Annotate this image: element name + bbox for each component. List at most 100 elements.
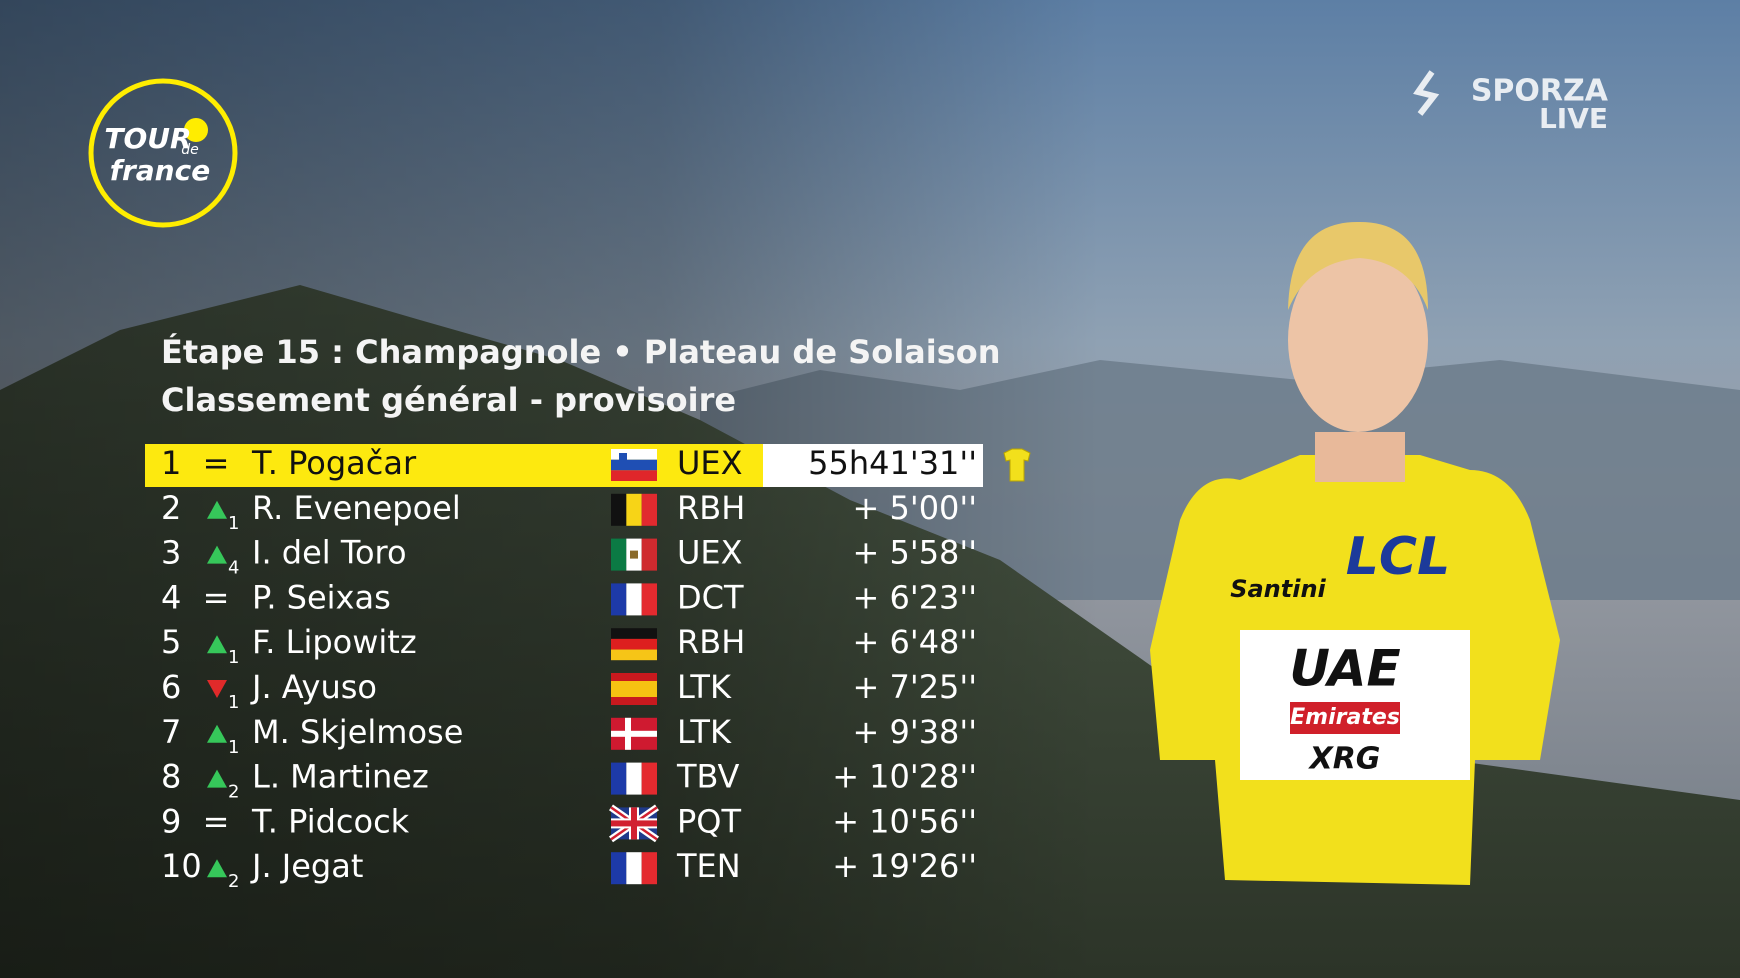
stage-title: Étape 15 : Champagnole • Plateau de Sola… [161, 333, 1001, 371]
movement-places: 1 [228, 513, 239, 534]
flag-part [641, 493, 657, 526]
flag-part [611, 493, 627, 526]
team-code: UEX [677, 534, 743, 572]
flag-part [611, 649, 657, 661]
team-code: LTK [677, 668, 732, 706]
team-code: LTK [677, 713, 732, 751]
flag-part [611, 449, 657, 460]
broadcaster-live: LIVE [1539, 102, 1608, 135]
flag-part [611, 730, 657, 737]
standing-row: 5 1 F. Lipowitz RBH + 6'48'' [161, 623, 977, 668]
flag-part [611, 638, 657, 650]
time-gap: + 19'26'' [832, 847, 977, 885]
flag-part [626, 583, 642, 616]
movement-places: 1 [228, 737, 239, 758]
flag-part [611, 583, 627, 616]
flag-part [611, 762, 627, 795]
standing-row: 4 = P. Seixas DCT + 6'23'' [161, 578, 977, 616]
flag-part [619, 453, 627, 465]
rider-name: J. Ayuso [250, 668, 377, 706]
rider-name: M. Skjelmose [252, 713, 463, 751]
leader-time-box [763, 444, 983, 487]
classification-title: Classement général - provisoire [161, 381, 736, 419]
standings: 1 = T. Pogačar UEX 55h41'31'' 2 1 R. Evenepoel R… [145, 444, 1031, 892]
movement-arrow [207, 635, 227, 654]
rank: 3 [161, 534, 181, 572]
movement: = [203, 802, 230, 840]
movement-places: 1 [228, 692, 239, 713]
jersey-text: UAE [1289, 640, 1400, 698]
flag-part [626, 493, 642, 526]
standing-row: 9 = T. Pidcock PQT + 10'56'' [161, 802, 977, 843]
neck [1315, 432, 1405, 482]
flag-part [641, 762, 657, 795]
jersey-text: Santini [1230, 575, 1326, 603]
flag-part [611, 538, 627, 571]
rider-name: T. Pidcock [251, 802, 410, 840]
flag-part [641, 538, 657, 571]
time-gap: + 10'28'' [832, 758, 977, 796]
leader-highlight [145, 444, 763, 487]
movement-arrow [207, 724, 227, 743]
sponsor-badge [1290, 702, 1400, 734]
broadcaster-icon [1413, 70, 1440, 116]
movement: = [203, 578, 230, 616]
rank: 2 [161, 489, 181, 527]
time-gap: + 7'25'' [853, 668, 977, 706]
movement-places: 2 [228, 871, 239, 892]
team-code: RBH [677, 489, 745, 527]
rank: 4 [161, 578, 181, 616]
broadcaster-name: SPORZA [1471, 74, 1609, 109]
rider-photo: LCL Santini UAE Emirates XRG [1150, 221, 1560, 885]
movement-arrow [207, 769, 227, 788]
yellow-jersey-icon [1003, 448, 1031, 482]
flag-part [641, 583, 657, 616]
face [1288, 248, 1428, 432]
rider-name: I. del Toro [252, 534, 407, 572]
team-code: UEX [677, 444, 743, 482]
standing-row: 3 4 I. del Toro UEX + 5'58'' [161, 534, 977, 579]
rider-name: J. Jegat [250, 847, 363, 885]
rider-name: P. Seixas [252, 578, 391, 616]
flag-part [630, 550, 638, 559]
flag-part [611, 470, 657, 481]
hair [1288, 221, 1428, 310]
movement-places: 4 [228, 558, 239, 579]
rank: 8 [161, 758, 181, 796]
rank: 10 [161, 847, 202, 885]
movement-arrow [207, 545, 227, 564]
team-code: DCT [677, 578, 744, 616]
jersey-text: Emirates [1290, 705, 1400, 730]
rider-name: L. Martinez [252, 758, 429, 796]
team-code: RBH [677, 623, 745, 661]
jersey-text: XRG [1308, 742, 1381, 777]
flag-part [641, 852, 657, 885]
broadcaster: SPORZA LIVE [1413, 70, 1609, 135]
movement-arrow [207, 500, 227, 519]
flag-part [611, 820, 657, 827]
logo-dot [184, 118, 208, 142]
jersey-text: LCL [1346, 527, 1450, 587]
logo-text: france [110, 154, 210, 187]
movement-arrow [207, 859, 227, 878]
logo-ring [88, 78, 238, 228]
flag-part [611, 628, 657, 639]
team-code: TBV [676, 758, 740, 796]
flag-part [626, 852, 642, 885]
rank: 9 [161, 802, 181, 840]
time-gap: + 10'56'' [832, 802, 977, 840]
movement-arrow [207, 680, 227, 698]
rank: 1 [161, 444, 181, 482]
flag-part [626, 762, 642, 795]
rank: 6 [161, 668, 181, 706]
flag-part [611, 681, 657, 697]
movement-places: 2 [228, 782, 239, 803]
jersey-texts: LCL Santini UAE Emirates XRG [1230, 527, 1450, 777]
flag-part [611, 459, 657, 471]
team-code: PQT [677, 802, 741, 840]
flag-part [611, 852, 627, 885]
overlay-shade [0, 0, 1100, 978]
rider-name: R. Evenepoel [252, 489, 461, 527]
